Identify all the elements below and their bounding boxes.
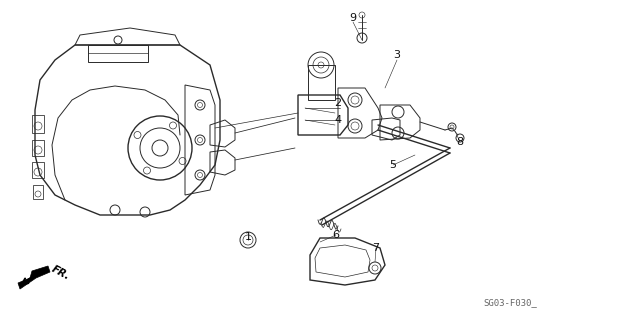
Text: 6: 6 bbox=[333, 230, 339, 240]
Text: 2: 2 bbox=[335, 98, 342, 108]
Text: FR.: FR. bbox=[50, 264, 72, 282]
Text: 7: 7 bbox=[372, 243, 380, 253]
Polygon shape bbox=[18, 266, 50, 289]
Text: 3: 3 bbox=[394, 50, 401, 60]
Text: SG03-F030_: SG03-F030_ bbox=[483, 298, 537, 307]
Text: 8: 8 bbox=[456, 137, 463, 147]
Text: 1: 1 bbox=[244, 232, 252, 242]
Text: 4: 4 bbox=[335, 115, 342, 125]
Text: 9: 9 bbox=[349, 13, 356, 23]
Text: 5: 5 bbox=[390, 160, 397, 170]
